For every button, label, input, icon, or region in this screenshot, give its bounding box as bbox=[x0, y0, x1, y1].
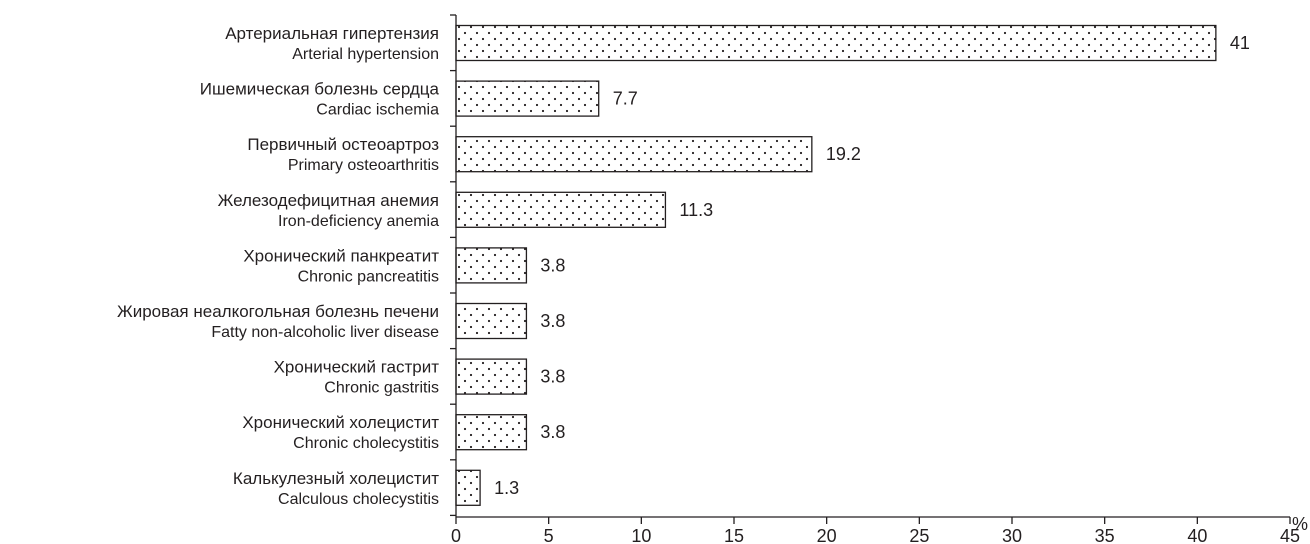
x-tick-label: 35 bbox=[1095, 526, 1115, 544]
category-label-ru: Хронический панкреатит bbox=[243, 246, 439, 265]
bar bbox=[455, 414, 528, 451]
bar bbox=[455, 136, 813, 173]
value-label: 3.8 bbox=[540, 255, 565, 275]
category-label-en: Chronic gastritis bbox=[324, 380, 439, 397]
category-label-ru: Жировая неалкогольная болезнь печени bbox=[117, 302, 439, 321]
value-label: 19.2 bbox=[826, 144, 861, 164]
category-label-en: Chronic pancreatitis bbox=[298, 268, 439, 285]
bar bbox=[455, 24, 1217, 62]
x-tick-label: 45 bbox=[1280, 526, 1300, 544]
value-label: 1.3 bbox=[494, 478, 519, 498]
category-label-en: Arterial hypertension bbox=[292, 46, 439, 63]
category-label-ru: Железодефицитная анемия bbox=[218, 191, 439, 210]
value-label: 7.7 bbox=[613, 89, 638, 109]
value-label: 11.3 bbox=[679, 200, 713, 220]
x-tick-label: 5 bbox=[544, 526, 554, 544]
value-label: 3.8 bbox=[540, 311, 565, 331]
bar bbox=[455, 247, 528, 284]
category-label-ru: Хронический гастрит bbox=[274, 358, 440, 377]
category-label-en: Cardiac ischemia bbox=[316, 102, 439, 119]
x-tick-label: 15 bbox=[724, 526, 744, 544]
category-label-ru: Ишемическая болезнь сердца bbox=[200, 80, 440, 99]
x-tick-label: 0 bbox=[451, 526, 461, 544]
x-tick-label: 20 bbox=[817, 526, 837, 544]
bar bbox=[455, 191, 667, 228]
category-labels-group: Артериальная гипертензия Arterial hyperte… bbox=[117, 24, 440, 508]
x-axis-unit-label: % bbox=[1292, 514, 1308, 534]
category-label-ru: Калькулезный холецистит bbox=[233, 469, 439, 488]
category-label-ru: Хронический холецистит bbox=[242, 413, 439, 432]
x-tick-label: 30 bbox=[1002, 526, 1022, 544]
category-label-en: Calculous cholecystitis bbox=[278, 491, 439, 508]
x-tick-label: 10 bbox=[631, 526, 651, 544]
x-tick-label: 40 bbox=[1187, 526, 1207, 544]
bar bbox=[455, 358, 528, 395]
value-label: 3.8 bbox=[540, 367, 565, 387]
bars-group bbox=[455, 24, 1217, 506]
bar bbox=[455, 469, 481, 506]
axes-group: 0 5 10 15 20 25 30 35 40 45 bbox=[450, 14, 1300, 544]
bar bbox=[455, 302, 528, 340]
value-label: 41 bbox=[1230, 33, 1250, 53]
category-label-en: Primary osteoarthritis bbox=[288, 157, 439, 174]
bar bbox=[455, 80, 600, 117]
value-label: 3.8 bbox=[540, 422, 565, 442]
category-label-en: Iron-deficiency anemia bbox=[278, 213, 439, 230]
category-label-en: Fatty non-alcoholic liver disease bbox=[211, 324, 439, 341]
category-label-en: Chronic cholecystitis bbox=[293, 435, 439, 452]
category-label-ru: Первичный остеоартроз bbox=[247, 135, 439, 154]
value-labels-group: 41 7.7 19.2 11.3 3.8 3.8 3.8 3.8 1.3 bbox=[494, 33, 1250, 498]
x-tick-label: 25 bbox=[909, 526, 929, 544]
category-label-ru: Артериальная гипертензия bbox=[225, 24, 439, 43]
